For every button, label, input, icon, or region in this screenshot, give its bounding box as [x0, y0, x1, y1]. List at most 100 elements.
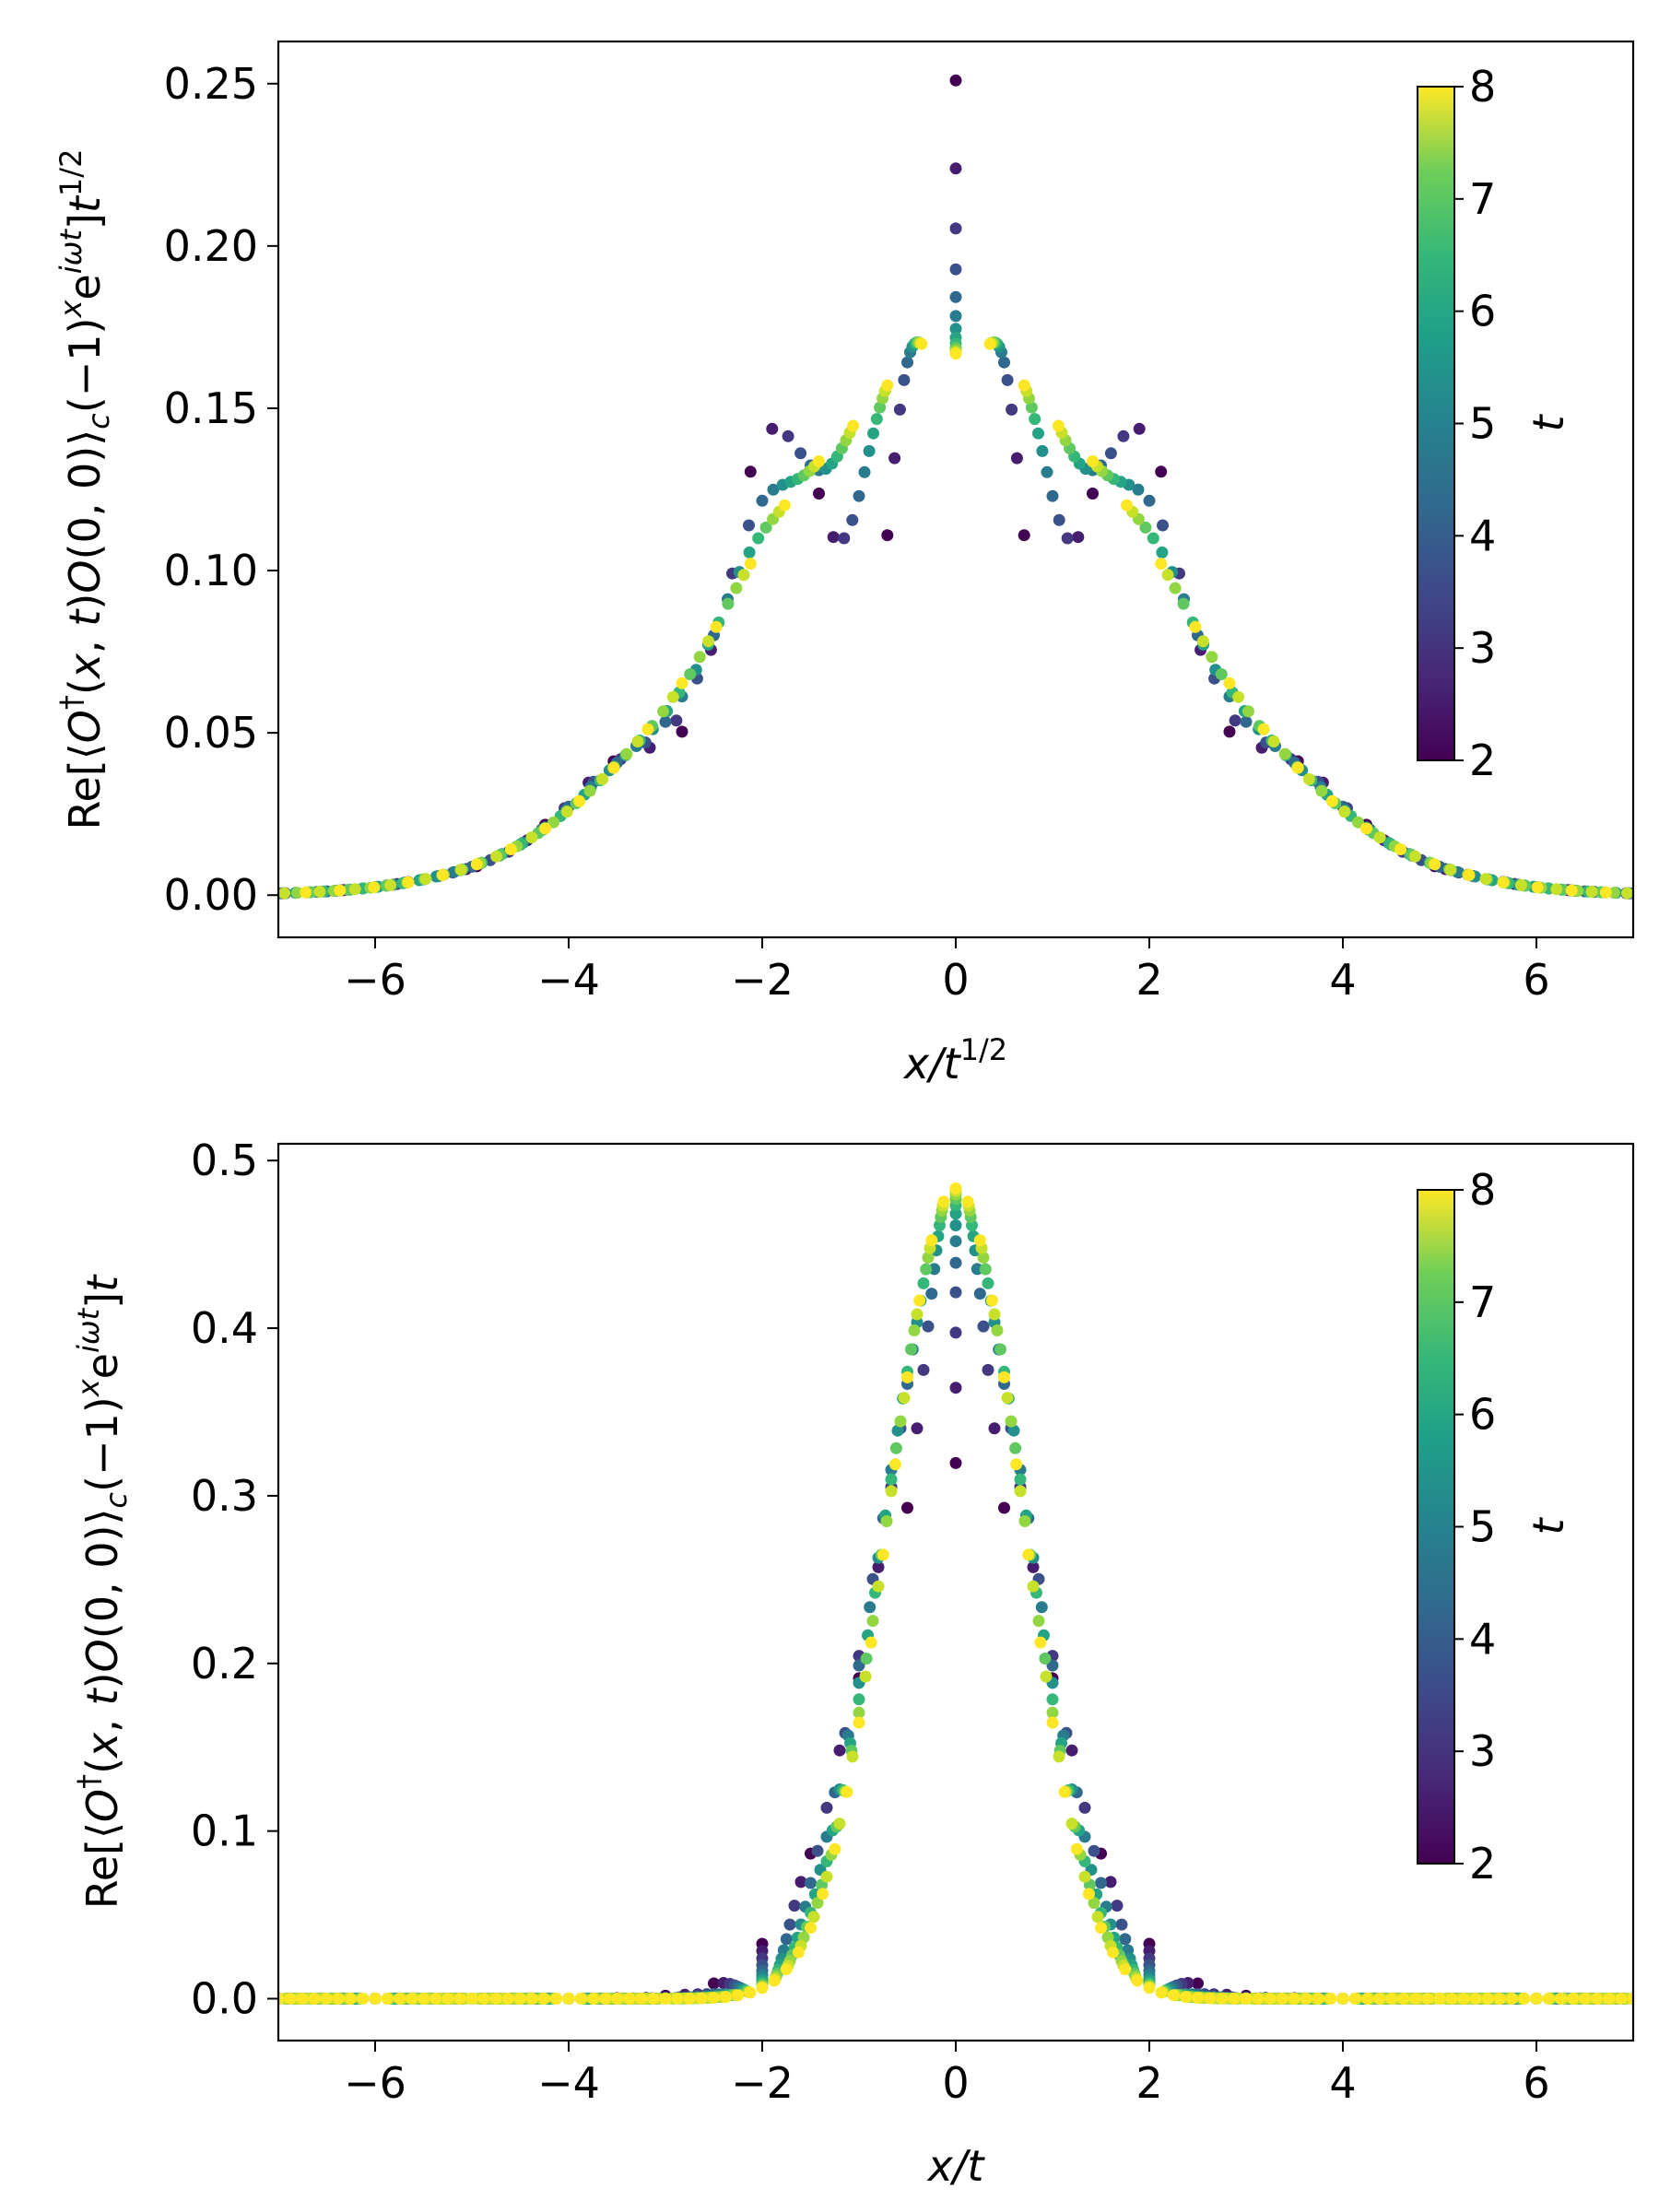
- top-data-point: [291, 887, 304, 900]
- top-data-point: [881, 529, 894, 542]
- top-data-point: [794, 447, 807, 460]
- top-data-point: [436, 868, 449, 881]
- bottom-data-point: [405, 1993, 418, 2005]
- bottom-data-point: [885, 1485, 898, 1498]
- top-data-point: [676, 677, 688, 689]
- bottom-data-point: [1554, 1993, 1567, 2005]
- bottom-colorbar-tick-label: 7: [1469, 1277, 1496, 1327]
- bottom-colorbar-tick-label: 3: [1469, 1726, 1496, 1776]
- bottom-data-point: [1591, 1993, 1604, 2005]
- bottom-data-point: [1638, 1993, 1650, 2005]
- bottom-data-point: [635, 1993, 648, 2005]
- bottom-data-point: [889, 1441, 902, 1454]
- top-data-point: [1010, 452, 1023, 465]
- top-data-point: [1429, 858, 1441, 871]
- top-colorbar-tick-label: 6: [1469, 287, 1496, 336]
- top-data-point: [265, 888, 277, 900]
- top-data-point: [752, 532, 765, 545]
- top-data-point: [1139, 521, 1152, 534]
- bottom-data-point: [1216, 1992, 1229, 2005]
- bottom-data-point: [1372, 1993, 1385, 2005]
- top-data-point: [744, 465, 757, 478]
- bottom-data-point: [1078, 1801, 1091, 1814]
- bottom-data-point: [811, 1897, 824, 1910]
- bottom-data-point: [1385, 1993, 1397, 2005]
- top-x-tick-label: 4: [1329, 955, 1356, 1005]
- bottom-data-point: [949, 1326, 962, 1339]
- bottom-data-point: [586, 1993, 599, 2005]
- bottom-data-point: [477, 1993, 490, 2005]
- top-data-point: [1302, 772, 1315, 785]
- bottom-colorbar-tick-label: 6: [1469, 1390, 1496, 1440]
- bottom-data-point: [1603, 1993, 1616, 2005]
- bottom-data-point: [1336, 1993, 1349, 2005]
- bottom-data-point: [982, 1277, 994, 1289]
- top-data-point: [767, 483, 780, 496]
- bottom-data-point: [922, 1320, 935, 1333]
- bottom-y-tick-label: 0.5: [191, 1135, 258, 1185]
- top-data-point: [1001, 373, 1014, 386]
- bottom-data-point: [1058, 1785, 1071, 1798]
- top-data-point: [744, 558, 757, 571]
- top-data-point: [737, 569, 750, 582]
- top-data-point: [1143, 494, 1156, 507]
- bottom-data-point: [284, 1993, 297, 2005]
- top-data-point: [670, 714, 683, 727]
- bottom-data-point: [1088, 1897, 1100, 1910]
- bottom-data-point: [979, 1263, 992, 1276]
- bottom-data-point: [1647, 1993, 1659, 2005]
- bottom-data-point: [1039, 1653, 1052, 1665]
- bottom-data-point: [807, 1911, 820, 1924]
- top-data-point: [1585, 886, 1598, 898]
- top-data-point: [1155, 465, 1168, 478]
- bottom-data-point: [888, 1458, 901, 1471]
- bottom-data-point: [977, 1252, 990, 1264]
- bottom-data-point: [1007, 1424, 1020, 1437]
- bottom-x-tick-label: 0: [942, 2058, 969, 2108]
- bottom-data-point: [381, 1993, 394, 2005]
- bottom-x-tick-label: −6: [344, 2058, 406, 2108]
- bottom-data-point: [1397, 1993, 1410, 2005]
- bottom-data-point: [720, 1991, 733, 2004]
- bottom-data-point: [922, 1252, 935, 1264]
- bottom-data-point: [911, 1422, 924, 1435]
- top-x-tick-label: 2: [1135, 955, 1162, 1005]
- top-data-point: [1599, 886, 1612, 899]
- bottom-data-point: [829, 1842, 841, 1855]
- bottom-data-point: [949, 1456, 962, 1469]
- top-data-point: [813, 488, 825, 500]
- bottom-data-point: [1647, 1993, 1659, 2005]
- top-data-point: [1408, 850, 1421, 863]
- bottom-data-point: [982, 1363, 994, 1376]
- top-data-point: [863, 444, 876, 457]
- bottom-data-point: [453, 1993, 466, 2005]
- bottom-data-point: [296, 1993, 309, 2005]
- bottom-data-point: [1082, 1888, 1095, 1900]
- top-data-point: [1156, 546, 1169, 559]
- top-data-point: [949, 347, 962, 360]
- top-colorbar: [1417, 86, 1455, 761]
- bottom-panel: −6 −4 −2 0 2 4 6 0.0 0.1 0.2 0.3 0.4 0.5 x/t Re[⟨O†(x,…: [71, 1135, 1659, 2191]
- top-colorbar-tick-label: 8: [1469, 62, 1496, 112]
- bottom-data-point: [872, 1580, 885, 1593]
- top-data-point: [1257, 723, 1270, 735]
- bottom-data-point: [1409, 1993, 1422, 2005]
- bottom-data-point: [988, 1422, 1001, 1435]
- bottom-data-point: [1046, 1706, 1059, 1719]
- top-data-point: [1036, 444, 1049, 457]
- bottom-data-point: [985, 1294, 998, 1307]
- bottom-data-point: [768, 1974, 781, 1987]
- bottom-data-point: [1641, 1993, 1653, 2005]
- bottom-data-point: [695, 1992, 708, 2005]
- bottom-data-point: [1018, 1515, 1031, 1527]
- bottom-data-point: [1095, 1922, 1107, 1935]
- bottom-data-point: [418, 1993, 429, 2005]
- bottom-colorbar-tick-label: 2: [1469, 1839, 1496, 1888]
- bottom-x-tick-label: 6: [1523, 2058, 1549, 2108]
- top-data-point: [1223, 677, 1236, 689]
- top-data-point: [1196, 635, 1209, 648]
- top-data-point: [870, 413, 883, 426]
- bottom-data-point: [949, 1256, 962, 1269]
- bottom-data-point: [1506, 1993, 1519, 2005]
- bottom-data-point: [1143, 1982, 1156, 1994]
